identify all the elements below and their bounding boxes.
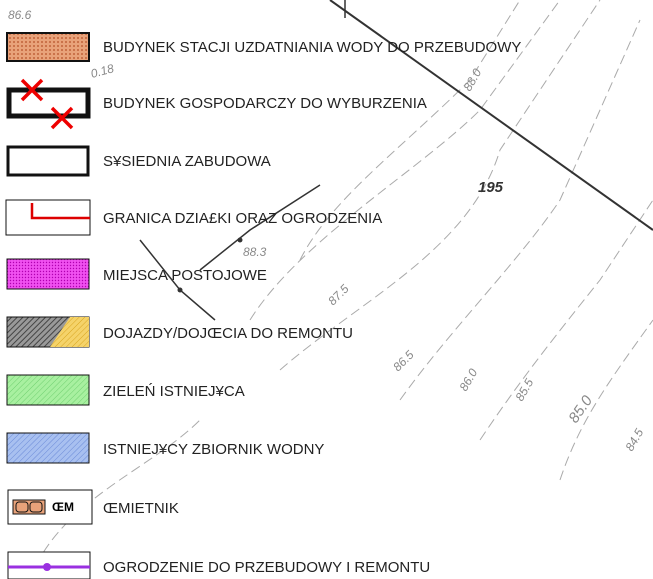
legend-label: ZIELEŃ ISTNIEJ¥CA — [103, 383, 245, 400]
swatch-part — [50, 317, 89, 347]
legend-label: MIEJSCA POSTOJOWE — [103, 267, 267, 284]
map-label: 88.0 — [460, 66, 484, 94]
fence-post — [43, 563, 51, 571]
swatch — [6, 432, 90, 464]
swatch — [6, 145, 90, 177]
swatch — [6, 374, 90, 406]
map-label: 85.5 — [512, 376, 536, 404]
legend-label: OGRODZENIE DO PRZEBUDOWY I REMONTU — [103, 559, 430, 576]
cross — [20, 78, 74, 130]
legend: BUDYNEK STACJI UZDATNIANIA WODY DO PRZEB… — [5, 32, 521, 579]
map-label: 86.6 — [8, 8, 32, 22]
legend-label: BUDYNEK STACJI UZDATNIANIA WODY DO PRZEB… — [103, 39, 521, 56]
swatch — [6, 258, 90, 290]
swatch — [6, 87, 91, 119]
map-label: 86.0 — [456, 366, 480, 394]
legend-label: ŒMIETNIK — [103, 500, 179, 517]
boundary-line — [30, 203, 90, 220]
map-label: 84.5 — [622, 426, 646, 454]
icon-label: ŒM — [52, 500, 74, 514]
legend-label: ISTNIEJ¥CY ZBIORNIK WODNY — [103, 441, 324, 458]
legend-label: BUDYNEK GOSPODARCZY DO WYBURZENIA — [103, 95, 427, 112]
bin-icon — [12, 499, 46, 515]
bin-icon — [15, 501, 29, 513]
swatch — [6, 32, 90, 62]
legend-label: GRANICA DZIA£KI ORAZ OGRODZENIA — [103, 210, 382, 227]
bin-icon — [29, 501, 43, 513]
map-label: 0.18 — [89, 61, 115, 81]
map-label: 195 — [478, 179, 504, 196]
map-background — [29, 0, 653, 579]
map-label: 85.0 — [565, 392, 596, 426]
map-label: 87.5 — [325, 281, 352, 308]
map-label: 88.3 — [243, 245, 267, 259]
legend-label: DOJAZDY/DOJŒCIA DO REMONTU — [103, 325, 353, 342]
legend-label: S¥SIEDNIA ZABUDOWA — [103, 153, 271, 170]
map-label: 86.5 — [390, 347, 417, 374]
